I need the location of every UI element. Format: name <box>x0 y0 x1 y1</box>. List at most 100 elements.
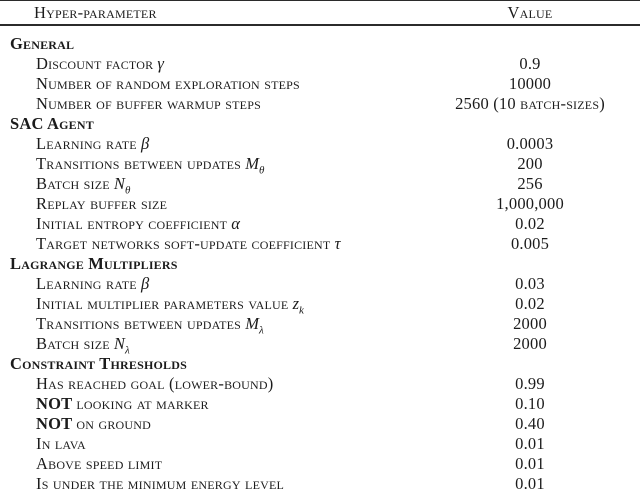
value-cell: 0.02 <box>515 294 545 313</box>
column-header-value: Value <box>507 2 553 22</box>
param-label: Learning rate <box>36 134 137 153</box>
param-math-symbol: zk <box>288 294 304 314</box>
param-math-symbol: Mθ <box>241 154 265 174</box>
value-cell: 0.01 <box>515 454 545 473</box>
param-math-symbol: Nθ <box>109 174 131 194</box>
table-row: Target networks soft-update coefficient … <box>0 234 640 254</box>
param-cell: Initial entropy coefficient α <box>0 214 420 234</box>
table-section-row: Constraint Thresholds <box>0 354 640 374</box>
param-bold-prefix: NOT <box>36 394 77 413</box>
value-cell: 0.01 <box>515 434 545 453</box>
table-row: Initial multiplier parameters value zk 0.… <box>0 294 640 314</box>
param-cell: Target networks soft-update coefficient … <box>0 234 420 254</box>
section-title: SAC Agent <box>10 114 94 133</box>
value-cell: 0.01 <box>515 474 545 493</box>
value-cell: 0.9 <box>519 54 541 73</box>
param-math-symbol: γ <box>153 54 164 73</box>
param-label: Number of buffer warmup steps <box>36 94 261 113</box>
value-cell: 1,000,000 <box>496 194 564 213</box>
param-bold-prefix: NOT <box>36 414 77 433</box>
param-label: Learning rate <box>36 274 137 293</box>
param-label: Batch size <box>36 334 110 353</box>
table-section-row: General <box>0 34 640 54</box>
param-cell: Number of buffer warmup steps <box>0 94 420 114</box>
param-cell: Batch size Nθ <box>0 174 420 194</box>
param-label: on ground <box>76 414 151 433</box>
param-cell: Number of random exploration steps <box>0 74 420 94</box>
param-math-symbol: Nλ <box>109 334 130 354</box>
value-cell: 2560 (10 batch-sizes) <box>455 94 605 113</box>
param-cell: Initial multiplier parameters value zk <box>0 294 420 314</box>
param-label: Number of random exploration steps <box>36 74 300 93</box>
table-header-row: Hyper-parameter Value <box>0 0 640 26</box>
param-math-symbol: Mλ <box>241 314 264 334</box>
table-row: Number of random exploration steps 10000 <box>0 74 640 94</box>
value-cell: 2000 <box>513 314 547 333</box>
param-math-symbol: β <box>136 134 150 153</box>
value-cell: 0.0003 <box>506 134 554 153</box>
column-header-hyperparameter: Hyper-parameter <box>34 2 157 22</box>
param-cell: NOT looking at marker <box>0 394 420 414</box>
value-cell: 0.005 <box>510 234 550 253</box>
table-row: Number of buffer warmup steps 2560 (10 ba… <box>0 94 640 114</box>
value-cell: 0.40 <box>515 414 545 433</box>
value-cell: 0.03 <box>515 274 545 293</box>
table-row: Replay buffer size 1,000,000 <box>0 194 640 214</box>
param-label: Replay buffer size <box>36 194 168 213</box>
table-section-row: SAC Agent <box>0 114 640 134</box>
table-row: Learning rate β 0.0003 <box>0 134 640 154</box>
param-label: Target networks soft-update coefficient <box>36 234 331 253</box>
section-title: Constraint Thresholds <box>10 354 187 373</box>
table-body: General Discount factor γ 0.9 Number of ran… <box>0 34 640 494</box>
param-math-symbol: τ <box>330 234 341 253</box>
param-cell: Replay buffer size <box>0 194 420 214</box>
param-label: Discount factor <box>36 54 154 73</box>
param-label: In lava <box>36 434 86 453</box>
param-cell: Is under the minimum energy level <box>0 474 420 494</box>
table-section-row: Lagrange Multipliers <box>0 254 640 274</box>
param-label: looking at marker <box>76 394 209 413</box>
value-cell: 0.99 <box>515 374 545 393</box>
section-title: General <box>10 34 75 53</box>
param-cell: Transitions between updates Mλ <box>0 314 420 334</box>
param-label: Transitions between updates <box>36 314 242 333</box>
value-cell: 0.10 <box>515 394 545 413</box>
table-row: NOT looking at marker 0.10 <box>0 394 640 414</box>
table-row: Batch size Nθ 256 <box>0 174 640 194</box>
table-row: Transitions between updates Mθ 200 <box>0 154 640 174</box>
table-row: Initial entropy coefficient α 0.02 <box>0 214 640 234</box>
param-cell: Above speed limit <box>0 454 420 474</box>
table-row: Batch size Nλ 2000 <box>0 334 640 354</box>
param-cell: Has reached goal (lower-bound) <box>0 374 420 394</box>
param-label: Initial entropy coefficient <box>36 214 228 233</box>
param-cell: Discount factor γ <box>0 54 420 74</box>
param-label: Transitions between updates <box>36 154 242 173</box>
value-cell: 2000 <box>513 334 547 353</box>
table-row: Learning rate β 0.03 <box>0 274 640 294</box>
table-row: Transitions between updates Mλ 2000 <box>0 314 640 334</box>
param-math-symbol: α <box>227 214 240 233</box>
param-cell: Learning rate β <box>0 274 420 294</box>
param-label: Batch size <box>36 174 110 193</box>
param-label: Is under the minimum energy level <box>36 474 285 493</box>
param-label: Above speed limit <box>36 454 163 473</box>
table-row: Has reached goal (lower-bound) 0.99 <box>0 374 640 394</box>
table-row: Discount factor γ 0.9 <box>0 54 640 74</box>
param-label: Initial multiplier parameters value <box>36 294 289 313</box>
value-cell: 256 <box>517 174 543 193</box>
param-label: Has reached goal (lower-bound) <box>36 374 274 393</box>
table-row: In lava 0.01 <box>0 434 640 454</box>
param-math-symbol: β <box>136 274 150 293</box>
table-row: Above speed limit 0.01 <box>0 454 640 474</box>
param-cell: Learning rate β <box>0 134 420 154</box>
param-cell: NOT on ground <box>0 414 420 434</box>
section-title: Lagrange Multipliers <box>10 254 178 273</box>
param-cell: In lava <box>0 434 420 454</box>
value-cell: 0.02 <box>515 214 545 233</box>
table-row: NOT on ground 0.40 <box>0 414 640 434</box>
value-cell: 200 <box>517 154 543 173</box>
table-row: Is under the minimum energy level 0.01 <box>0 474 640 494</box>
param-cell: Transitions between updates Mθ <box>0 154 420 174</box>
